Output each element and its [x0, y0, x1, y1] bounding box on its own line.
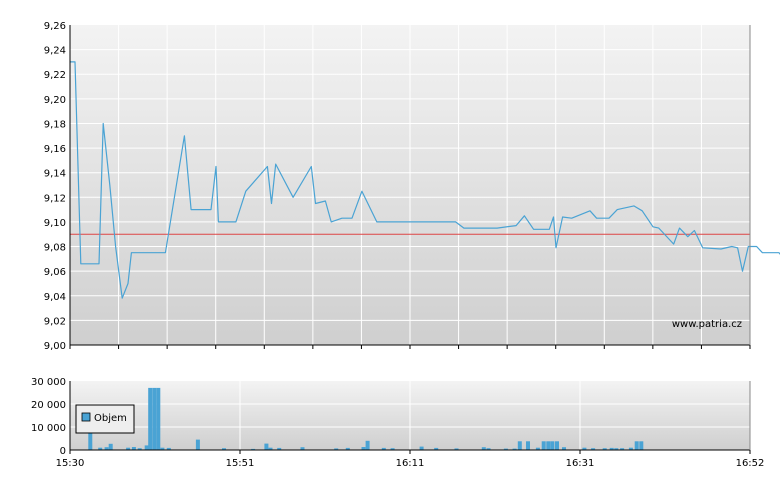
volume-bar: [517, 441, 522, 450]
price-chart: 9,00 9,02 9,04 9,06 9,08 9,10 9,12 9,14 9,16 9,18…: [44, 21, 780, 352]
volume-bar: [126, 447, 131, 450]
volume-bar: [555, 441, 559, 450]
volume-y-tick-label: 30 000: [31, 377, 66, 388]
volume-bar: [108, 443, 113, 450]
volume-bar: [222, 448, 226, 450]
price-y-tick-label: 9,04: [44, 292, 66, 303]
volume-bar: [148, 387, 153, 450]
volume-bar: [503, 448, 508, 450]
volume-bar: [152, 387, 157, 450]
volume-bar: [541, 441, 546, 450]
volume-bar: [277, 447, 282, 450]
volume-bar: [481, 447, 486, 450]
volume-x-tick-label: 15:30: [56, 458, 85, 469]
volume-bar: [591, 448, 596, 450]
volume-bar: [614, 448, 619, 450]
volume-bar: [419, 446, 424, 450]
price-y-tick-label: 9,12: [44, 193, 66, 204]
legend-swatch: [81, 412, 91, 422]
volume-x-tick-label: 16:31: [566, 458, 595, 469]
price-y-tick-label: 9,26: [44, 21, 66, 32]
volume-bar: [486, 448, 491, 450]
volume-bar: [268, 447, 273, 450]
price-y-tick-label: 9,20: [44, 95, 66, 106]
volume-bar: [137, 448, 142, 450]
price-y-tick-label: 9,16: [44, 144, 66, 155]
volume-chart: 0 10 000 20 000 30 000 15:30 15:51 16:11 16:31 1…: [31, 377, 764, 469]
volume-x-tick-label: 15:51: [226, 458, 255, 469]
volume-bar: [582, 447, 587, 450]
volume-bar: [251, 448, 256, 450]
legend-label: Objem: [94, 413, 127, 424]
volume-bar: [334, 448, 339, 450]
volume-y-tick-label: 0: [60, 446, 66, 457]
price-y-tick-label: 9,08: [44, 243, 66, 254]
price-y-tick-label: 9,14: [44, 169, 66, 180]
volume-bar: [144, 445, 149, 450]
watermark: www.patria.cz: [672, 319, 742, 330]
volume-bar: [345, 447, 350, 450]
volume-bar: [361, 447, 366, 450]
volume-x-tick-label: 16:11: [396, 458, 425, 469]
price-y-tick-label: 9,06: [44, 267, 66, 278]
volume-bar: [195, 439, 200, 450]
volume-bar: [98, 447, 103, 450]
volume-bar: [156, 387, 161, 450]
volume-bar: [264, 443, 269, 450]
volume-bar: [634, 441, 639, 450]
volume-bar: [454, 448, 459, 450]
volume-bar: [131, 447, 136, 450]
volume-bar: [390, 448, 395, 450]
volume-bar: [639, 441, 644, 450]
volume-bar: [609, 447, 614, 450]
volume-bar: [365, 440, 370, 450]
price-y-tick-label: 9,10: [44, 218, 66, 229]
volume-bar: [300, 447, 305, 450]
volume-bar: [628, 447, 633, 450]
volume-bar: [620, 448, 625, 450]
volume-bar: [535, 447, 540, 450]
price-line: [70, 61, 780, 299]
volume-bar: [104, 447, 109, 450]
price-y-tick-label: 9,00: [44, 341, 66, 352]
volume-bar: [602, 448, 607, 450]
volume-bar: [562, 447, 566, 450]
price-y-tick-label: 9,22: [44, 70, 66, 81]
volume-bar: [160, 447, 165, 450]
volume-bar: [546, 441, 551, 450]
price-y-tick-label: 9,02: [44, 316, 66, 327]
volume-x-tick-label: 16:52: [736, 458, 765, 469]
price-y-tick-label: 9,24: [44, 46, 66, 57]
volume-y-tick-label: 20 000: [31, 400, 66, 411]
volume-bar: [550, 441, 555, 450]
volume-bar: [166, 447, 171, 450]
volume-bar: [526, 441, 530, 450]
volume-bar: [512, 448, 517, 450]
volume-bar: [434, 447, 439, 450]
volume-bar: [381, 447, 386, 450]
price-y-tick-label: 9,18: [44, 119, 66, 130]
volume-y-tick-label: 10 000: [31, 423, 66, 434]
